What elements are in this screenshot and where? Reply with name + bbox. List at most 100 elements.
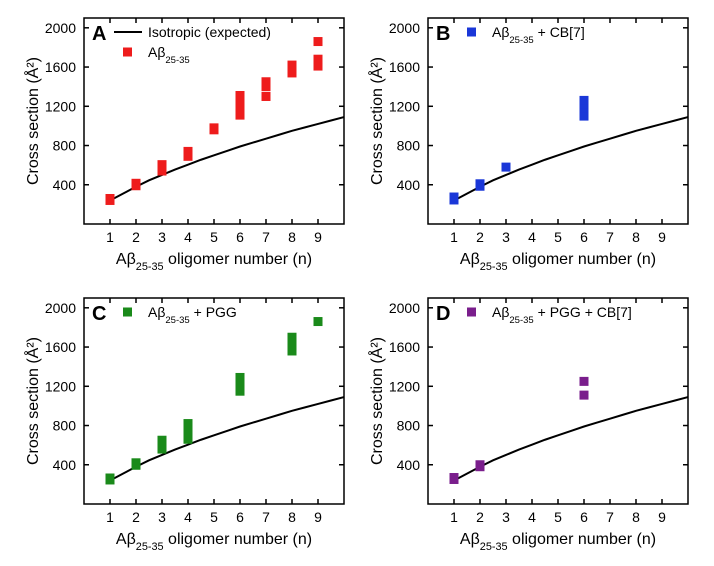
panel-A: 123456789400800120016002000Cross section… bbox=[14, 6, 358, 278]
xtick-label: 1 bbox=[106, 229, 114, 245]
data-marker bbox=[262, 92, 271, 101]
xtick-label: 2 bbox=[132, 509, 140, 525]
data-marker bbox=[184, 431, 193, 440]
data-marker bbox=[476, 179, 485, 188]
legend-series-label: Aβ25-35 + CB[7] bbox=[492, 24, 585, 46]
y-axis-title: Cross section (Å²) bbox=[23, 57, 42, 185]
ytick-label: 400 bbox=[397, 177, 421, 193]
legend-marker-swatch bbox=[467, 28, 476, 37]
y-axis-title: Cross section (Å²) bbox=[367, 57, 386, 185]
data-marker bbox=[158, 436, 167, 445]
xtick-label: 7 bbox=[606, 509, 614, 525]
ytick-label: 400 bbox=[53, 177, 77, 193]
xtick-label: 2 bbox=[476, 229, 484, 245]
data-marker bbox=[236, 91, 245, 100]
legend-series-label: Aβ25-35 bbox=[148, 44, 190, 66]
xtick-label: 9 bbox=[658, 509, 666, 525]
ytick-label: 1200 bbox=[389, 378, 420, 394]
panel-C: 123456789400800120016002000Cross section… bbox=[14, 286, 358, 558]
data-marker bbox=[106, 194, 115, 203]
data-marker bbox=[106, 474, 115, 483]
xtick-label: 7 bbox=[262, 229, 270, 245]
x-axis-title: Aβ25-35 oligomer number (n) bbox=[116, 531, 312, 553]
figure: 1 2 3 4 5 6 7 8 9 400 800 1200 1600 2000 Cross section… bbox=[0, 0, 714, 566]
ytick-label: 2000 bbox=[389, 300, 420, 316]
xtick-label: 5 bbox=[210, 229, 218, 245]
ytick-label: 1200 bbox=[389, 98, 420, 114]
xtick-label: 4 bbox=[528, 509, 536, 525]
xtick-label: 5 bbox=[554, 509, 562, 525]
data-marker bbox=[314, 55, 323, 64]
ytick-label: 1600 bbox=[45, 59, 76, 75]
legend-curve-label: Isotropic (expected) bbox=[148, 24, 271, 40]
xtick-label: 5 bbox=[554, 229, 562, 245]
panel-letter: D bbox=[436, 303, 450, 325]
xtick-label: 9 bbox=[314, 229, 322, 245]
data-marker bbox=[184, 147, 193, 156]
data-marker bbox=[450, 193, 459, 202]
data-marker bbox=[288, 333, 297, 342]
ytick-label: 2000 bbox=[389, 20, 420, 36]
data-marker bbox=[580, 391, 589, 400]
data-marker bbox=[580, 377, 589, 386]
y-axis-title: Cross section (Å²) bbox=[367, 337, 386, 465]
isotropic-curve bbox=[110, 397, 344, 480]
x-axis-title: Aβ25-35 oligomer number (n) bbox=[116, 251, 312, 273]
xtick-label: 2 bbox=[132, 229, 140, 245]
xtick-label: 3 bbox=[158, 509, 166, 525]
data-marker bbox=[450, 473, 459, 482]
xtick-label: 6 bbox=[580, 509, 588, 525]
data-marker bbox=[314, 37, 323, 46]
ytick-label: 400 bbox=[53, 457, 77, 473]
xtick-label: 1 bbox=[450, 509, 458, 525]
xtick-label: 4 bbox=[184, 509, 192, 525]
legend-marker-swatch bbox=[467, 308, 476, 317]
data-marker bbox=[288, 61, 297, 70]
panel-letter: C bbox=[92, 303, 106, 325]
data-marker bbox=[314, 317, 323, 326]
data-marker bbox=[184, 419, 193, 428]
ytick-label: 2000 bbox=[45, 300, 76, 316]
ytick-label: 800 bbox=[397, 138, 421, 154]
xtick-label: 8 bbox=[632, 509, 640, 525]
ytick-label: 800 bbox=[53, 418, 77, 434]
data-marker bbox=[132, 179, 141, 188]
panel-D: 123456789400800120016002000Cross section… bbox=[358, 286, 702, 558]
data-marker bbox=[210, 123, 219, 132]
legend-marker-swatch bbox=[123, 308, 132, 317]
isotropic-curve bbox=[454, 117, 688, 200]
data-marker bbox=[262, 77, 271, 86]
xtick-label: 9 bbox=[314, 509, 322, 525]
xtick-label: 6 bbox=[236, 229, 244, 245]
xtick-label: 2 bbox=[476, 509, 484, 525]
xtick-label: 3 bbox=[502, 229, 510, 245]
x-axis-title: Aβ25-35 oligomer number (n) bbox=[460, 531, 656, 553]
panel-letter: B bbox=[436, 23, 450, 45]
legend-marker-swatch bbox=[123, 48, 132, 57]
ytick-label: 1200 bbox=[45, 98, 76, 114]
ytick-label: 1600 bbox=[389, 59, 420, 75]
ytick-label: 800 bbox=[397, 418, 421, 434]
xtick-label: 5 bbox=[210, 509, 218, 525]
xtick-label: 8 bbox=[288, 229, 296, 245]
isotropic-curve bbox=[454, 397, 688, 480]
xtick-label: 3 bbox=[502, 509, 510, 525]
legend-series-label: Aβ25-35 + PGG bbox=[148, 304, 237, 326]
data-marker bbox=[288, 341, 297, 350]
panel-letter: A bbox=[92, 23, 106, 45]
ytick-label: 1600 bbox=[45, 339, 76, 355]
xtick-label: 8 bbox=[288, 509, 296, 525]
xtick-label: 4 bbox=[528, 229, 536, 245]
xtick-label: 8 bbox=[632, 229, 640, 245]
xtick-label: 9 bbox=[658, 229, 666, 245]
ytick-label: 1600 bbox=[389, 339, 420, 355]
xtick-label: 6 bbox=[236, 509, 244, 525]
xtick-label: 7 bbox=[606, 229, 614, 245]
data-marker bbox=[476, 460, 485, 469]
legend-series-label: Aβ25-35 + PGG + CB[7] bbox=[492, 304, 632, 326]
xtick-label: 7 bbox=[262, 509, 270, 525]
y-axis-title: Cross section (Å²) bbox=[23, 337, 42, 465]
data-marker bbox=[158, 160, 167, 169]
xtick-label: 1 bbox=[450, 229, 458, 245]
xtick-label: 3 bbox=[158, 229, 166, 245]
